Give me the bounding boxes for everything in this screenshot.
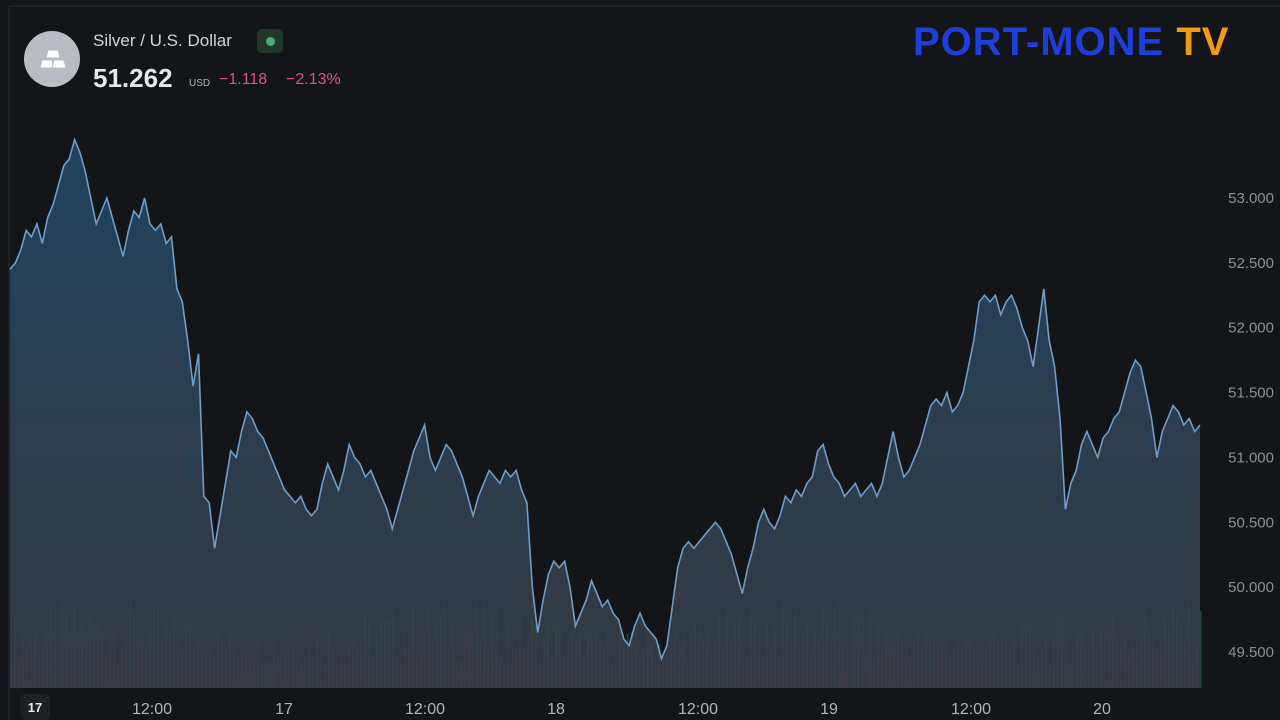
x-tick-label: 20 [1093,701,1111,718]
y-tick-label: 52.500 [1228,255,1274,272]
price-change-percent: −2.13% [286,71,341,88]
y-tick-label: 52.000 [1228,320,1274,337]
y-tick-label: 49.500 [1228,644,1274,661]
x-tick-label: 17 [275,701,293,718]
x-tick-label: 12:00 [132,701,172,718]
price-axis: 53.000 52.500 52.000 51.500 51.000 50.500 50.0… [1228,190,1274,661]
y-tick-label: 51.500 [1228,385,1274,402]
y-tick-label: 51.000 [1228,449,1274,466]
x-tick-label: 12:00 [951,701,991,718]
x-tick-label: 12:00 [678,701,718,718]
price-line [9,137,1201,661]
y-tick-label: 53.000 [1228,190,1274,207]
price-area [9,137,1201,689]
brand-logo: PORT-MONE TV [913,20,1230,64]
market-status-indicator[interactable] [257,29,283,53]
volume-bar [1200,610,1202,688]
last-price: 51.262 [93,63,173,93]
x-tick-label: 19 [820,701,838,718]
silver-bars-icon [24,31,80,87]
x-tick-label: 12:00 [405,701,445,718]
currency-label: USD [189,78,211,89]
y-tick-label: 50.000 [1228,579,1274,596]
live-dot-icon [265,36,275,46]
price-area-fill [10,139,1200,689]
time-axis: 12:00 17 12:00 18 12:00 19 12:00 20 [132,701,1111,718]
tradingview-logo[interactable]: 17 [20,694,50,720]
symbol-title: Silver / U.S. Dollar [93,31,232,50]
price-change: −1.118 [219,71,268,88]
y-tick-label: 50.500 [1228,514,1274,531]
x-tick-label: 18 [547,701,565,718]
